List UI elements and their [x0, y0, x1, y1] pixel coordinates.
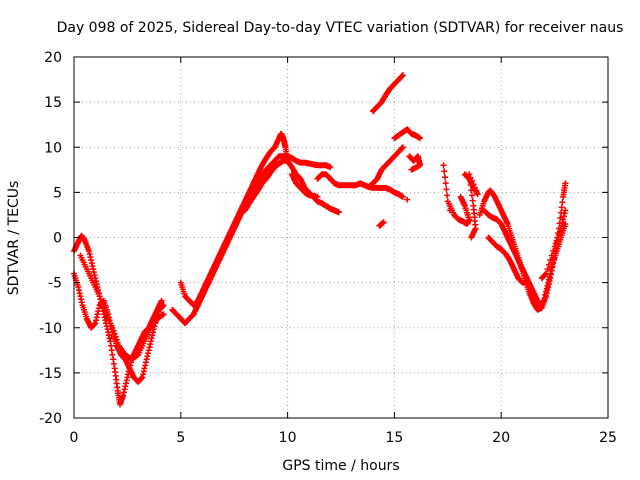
y-tick-label: 0 — [53, 231, 62, 247]
y-tick-label: 5 — [53, 185, 62, 201]
series-arc-4 — [169, 153, 334, 327]
data-point-markers — [365, 144, 406, 190]
data-point-markers — [461, 171, 481, 241]
data-point-markers — [481, 207, 569, 309]
y-tick-label: 10 — [44, 140, 62, 156]
data-point-markers — [406, 153, 423, 173]
data-point-markers — [391, 126, 423, 142]
data-point-markers — [370, 72, 406, 115]
x-tick-label: 10 — [279, 430, 297, 446]
x-tick-label: 5 — [176, 430, 185, 446]
data-point-markers — [440, 162, 473, 227]
series-arc-15 — [461, 171, 481, 241]
series-arc-3 — [77, 252, 167, 363]
series-arc-17 — [481, 207, 569, 309]
x-tick-label: 0 — [70, 430, 79, 446]
data-point-markers — [376, 196, 411, 229]
grid — [74, 57, 608, 418]
series-arc-5 — [177, 130, 291, 309]
y-tick-label: 15 — [44, 95, 62, 111]
series-arc-14 — [440, 162, 473, 227]
x-tick-label: 25 — [599, 430, 617, 446]
data-point-markers — [314, 171, 406, 200]
series-arc-13 — [376, 196, 411, 229]
data-points — [71, 72, 569, 408]
axis-ticks: 0 5 10 15 20 25 -20 -15 -10 -5 0 5 10 15 20 — [39, 50, 617, 446]
series-arc-10 — [370, 72, 406, 115]
data-point-markers — [538, 207, 569, 282]
series-arc-12 — [406, 153, 423, 173]
series-arc-8 — [314, 171, 406, 200]
x-tick-label: 15 — [385, 430, 403, 446]
data-point-markers — [288, 171, 321, 200]
series-arc-11 — [391, 126, 423, 142]
data-point-markers — [485, 234, 530, 286]
chart-title: Day 098 of 2025, Sidereal Day-to-day VTE… — [57, 20, 624, 36]
series-arc-18 — [485, 234, 530, 286]
y-tick-label: -10 — [39, 321, 62, 337]
data-point-markers — [77, 252, 167, 363]
series-arc-9 — [365, 144, 406, 190]
x-tick-label: 20 — [492, 430, 510, 446]
data-point-markers — [169, 153, 334, 327]
series-arc-19 — [538, 207, 569, 282]
y-tick-label: -20 — [39, 411, 62, 427]
y-tick-label: -5 — [48, 276, 62, 292]
y-axis-label: SDTVAR / TECUs — [6, 181, 22, 296]
data-point-markers — [177, 130, 291, 309]
x-axis-label: GPS time / hours — [282, 458, 399, 474]
series-arc-7 — [288, 171, 321, 200]
y-tick-label: 20 — [44, 50, 62, 66]
y-tick-label: -15 — [39, 366, 62, 382]
